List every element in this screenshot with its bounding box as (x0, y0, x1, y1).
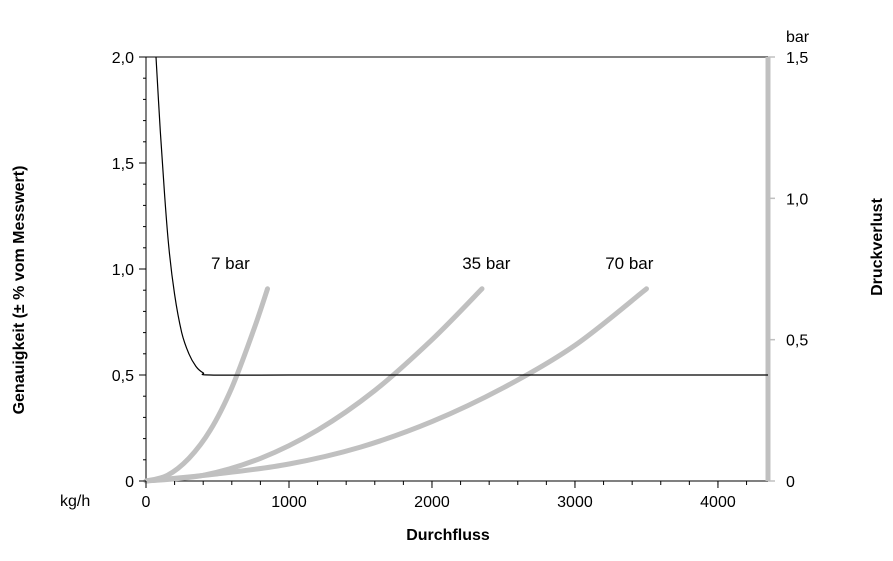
y-left-tick-label: 2,0 (112, 50, 134, 67)
y-left-tick-label: 0,5 (112, 368, 134, 385)
y-left-tick-label: 1,5 (112, 156, 134, 173)
curves (143, 56, 768, 484)
y-left-tick-label: 0 (125, 474, 134, 491)
x-tick-label: 4000 (700, 494, 736, 511)
x-axis-title: Durchfluss (406, 527, 490, 544)
pressure-curve-1 (143, 286, 270, 484)
plot-frame (145, 56, 771, 482)
x-tick-label: 3000 (557, 494, 593, 511)
pressure-curve-label-2: 35 bar (462, 254, 511, 273)
pressure-curve-3 (143, 286, 649, 484)
accuracy-curve (155, 56, 768, 376)
pressure-curve-label-1: 7 bar (211, 254, 250, 273)
right-unit-label: bar (786, 29, 810, 46)
labels: 0 0,5 1,0 1,5 2,0 0 1000 2000 3000 4000 0 0,5 1,0 1,5… (112, 50, 809, 511)
y-right-axis-title: Druckverlust (869, 197, 886, 295)
ticks (139, 56, 775, 488)
y-right-tick-label: 0 (786, 474, 795, 491)
x-tick-label: 1000 (271, 494, 307, 511)
y-right-tick-label: 0,5 (786, 333, 808, 350)
x-tick-label: 2000 (414, 494, 450, 511)
y-left-tick-label: 1,0 (112, 262, 134, 279)
y-left-axis-title: Genauigkeit (± % vom Messwert) (11, 166, 28, 415)
x-tick-label: 0 (142, 494, 151, 511)
y-right-tick-label: 1,5 (786, 50, 808, 67)
y-right-tick-label: 1,0 (786, 191, 808, 208)
x-unit-label: kg/h (60, 493, 90, 510)
pressure-curve-label-3: 70 bar (605, 254, 654, 273)
